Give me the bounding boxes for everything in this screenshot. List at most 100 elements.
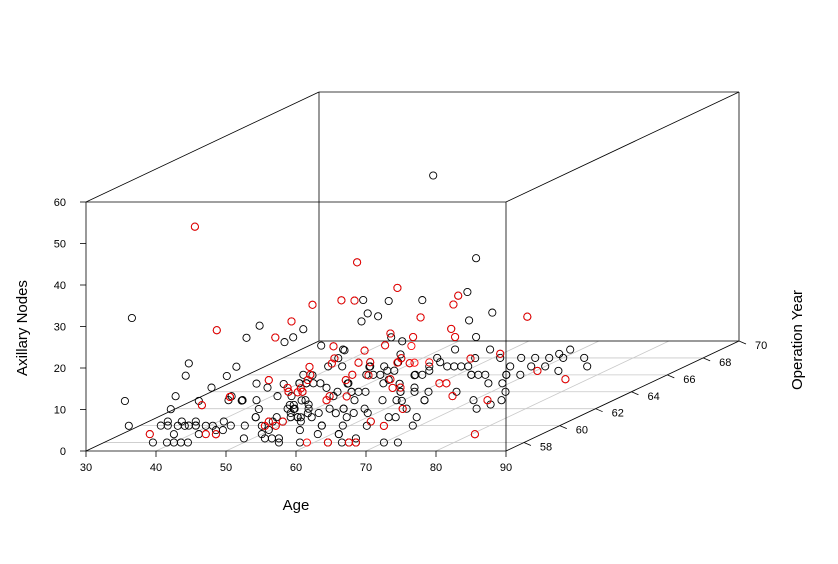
- data-point: [361, 387, 370, 396]
- data-point: [341, 376, 350, 385]
- data-point: [442, 379, 451, 388]
- data-point: [397, 396, 406, 405]
- x-tick-label: 40: [150, 462, 162, 474]
- data-point: [299, 325, 308, 334]
- data-point: [353, 258, 362, 267]
- data-point: [297, 396, 306, 405]
- grid-line-x: [155, 340, 390, 452]
- data-point: [349, 408, 358, 418]
- data-point: [274, 438, 283, 447]
- data-point: [278, 417, 287, 426]
- data-point: [293, 413, 302, 422]
- data-point: [194, 430, 203, 439]
- grid-line-x: [365, 340, 600, 452]
- data-point: [531, 353, 540, 362]
- data-point: [338, 362, 347, 371]
- data-point: [541, 362, 550, 371]
- z-axis-title: Axillary Nodes: [14, 280, 31, 376]
- data-point: [384, 413, 393, 422]
- data-point: [304, 400, 313, 409]
- data-point: [330, 354, 339, 363]
- data-point: [351, 434, 360, 443]
- data-point: [365, 362, 374, 371]
- data-point: [273, 392, 282, 401]
- data-point: [387, 333, 396, 342]
- data-point: [391, 413, 400, 422]
- y-tick: [702, 357, 711, 362]
- y-tick-label: 62: [612, 408, 624, 420]
- data-point: [425, 362, 434, 371]
- data-point: [436, 358, 445, 367]
- data-point: [260, 421, 269, 430]
- data-point: [252, 396, 261, 405]
- data-point: [362, 421, 371, 430]
- data-point: [295, 426, 304, 435]
- data-point: [307, 413, 316, 422]
- data-point: [308, 300, 317, 309]
- data-point: [171, 392, 180, 401]
- y-tick: [667, 374, 675, 379]
- data-point: [393, 283, 402, 292]
- data-point: [323, 438, 332, 447]
- data-point: [264, 376, 273, 385]
- data-point: [232, 362, 241, 371]
- data-point: [296, 413, 305, 422]
- data-point: [208, 421, 217, 430]
- data-point: [337, 296, 346, 305]
- y-tick-label: 70: [755, 340, 767, 352]
- z-tick-label: 40: [54, 280, 66, 292]
- z-tick-label: 30: [54, 322, 66, 334]
- data-point: [350, 396, 359, 405]
- data-point: [317, 421, 326, 430]
- data-point: [333, 387, 342, 396]
- data-point: [425, 358, 434, 367]
- data-point: [506, 362, 515, 371]
- data-point: [257, 421, 266, 430]
- data-point: [496, 349, 505, 358]
- data-point: [302, 438, 311, 447]
- box-edge: [85, 340, 320, 452]
- box-frame: [85, 91, 740, 452]
- data-point: [252, 379, 261, 388]
- data-point: [239, 434, 248, 443]
- data-point: [396, 387, 405, 396]
- data-point: [398, 404, 407, 413]
- data-point: [211, 430, 220, 439]
- data-point: [379, 421, 388, 430]
- grid-lines: [85, 340, 740, 452]
- data-point: [191, 421, 200, 430]
- data-point: [502, 370, 511, 379]
- data-point: [267, 434, 276, 443]
- data-point: [183, 438, 192, 447]
- data-point: [366, 417, 375, 426]
- data-point: [396, 350, 405, 359]
- data-point: [408, 421, 417, 430]
- data-point: [190, 222, 199, 231]
- data-point: [463, 287, 472, 297]
- data-point: [390, 366, 399, 375]
- data-point: [219, 417, 228, 426]
- data-point: [339, 404, 348, 413]
- y-tick: [738, 340, 747, 345]
- data-point: [363, 309, 372, 318]
- data-point: [331, 409, 340, 418]
- data-point: [225, 392, 234, 401]
- data-point: [360, 346, 369, 355]
- data-point: [313, 430, 322, 439]
- data-point: [287, 392, 296, 401]
- data-point: [120, 396, 129, 406]
- data-point: [384, 296, 393, 306]
- data-point: [296, 417, 305, 426]
- data-point: [222, 371, 231, 381]
- data-point: [218, 426, 227, 435]
- data-point: [163, 417, 172, 426]
- y-axis-title: Operation Year: [789, 290, 806, 390]
- data-point: [357, 317, 366, 326]
- box-edge: [85, 91, 320, 203]
- data-point: [466, 354, 475, 363]
- data-point: [449, 300, 458, 309]
- data-point: [327, 359, 336, 368]
- data-point: [379, 379, 388, 388]
- x-tick-label: 60: [290, 462, 302, 474]
